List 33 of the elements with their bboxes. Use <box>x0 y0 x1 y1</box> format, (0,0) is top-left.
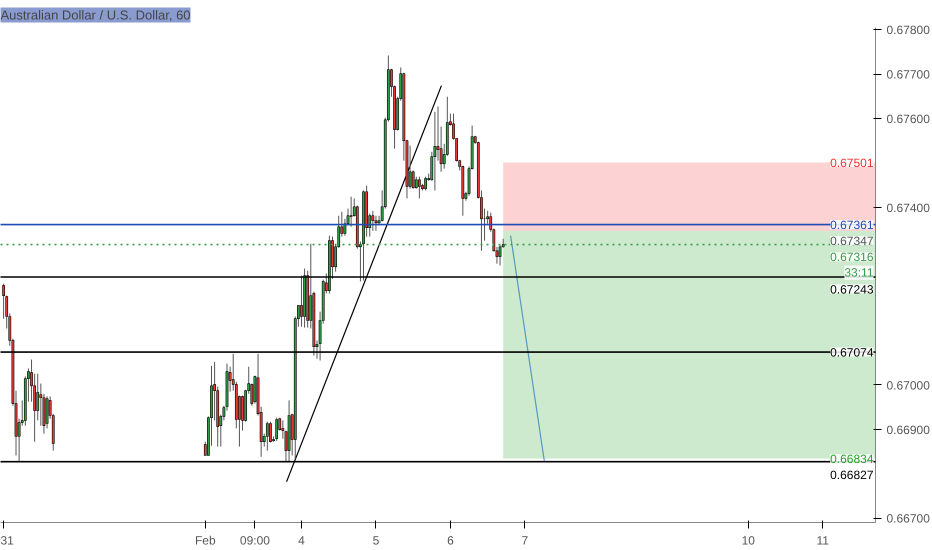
x-tick-label: 31 <box>0 534 14 548</box>
ref-line-label: 0.67243 <box>830 282 874 296</box>
y-tick-label: 0.67400 <box>886 200 930 215</box>
ref-line-label: 0.67361 <box>830 218 874 232</box>
candlestick <box>371 210 374 232</box>
ref-line-label: 0.66827 <box>830 468 874 482</box>
chart-title: Australian Dollar / U.S. Dollar, 60 <box>0 8 191 22</box>
x-tick-label: 7 <box>522 534 529 548</box>
ref-line-label: 0.67074 <box>830 346 874 360</box>
candlestick <box>350 196 353 228</box>
x-tick-label: Feb <box>194 534 216 548</box>
y-tick-label: 0.67800 <box>886 23 930 38</box>
candlestick <box>374 215 378 232</box>
x-tick-label: 6 <box>447 534 454 548</box>
annotation: 33:11 <box>844 266 874 280</box>
candlestick <box>418 176 421 199</box>
y-tick-label: 0.66700 <box>886 512 930 526</box>
annotation: 0.67347 <box>830 234 874 248</box>
x-tick-label: 5 <box>372 534 380 548</box>
x-tick-label: 10 <box>742 534 756 548</box>
ref-line-label: 0.67316 <box>830 250 874 264</box>
candlestick <box>424 176 427 191</box>
x-tick-label: 4 <box>298 534 306 548</box>
band-label: 0.67501 <box>830 156 874 170</box>
x-tick-label: 09:00 <box>240 534 270 548</box>
y-tick-label: 0.67700 <box>886 68 930 82</box>
candlestick <box>266 421 269 452</box>
y-tick-label: 0.67600 <box>886 112 930 126</box>
x-tick-label: 11 <box>816 534 830 548</box>
y-tick-label: 0.67000 <box>886 378 930 392</box>
y-tick-label: 0.66900 <box>886 422 930 437</box>
candlestick <box>275 417 278 442</box>
band-label: 0.66834 <box>830 452 874 466</box>
